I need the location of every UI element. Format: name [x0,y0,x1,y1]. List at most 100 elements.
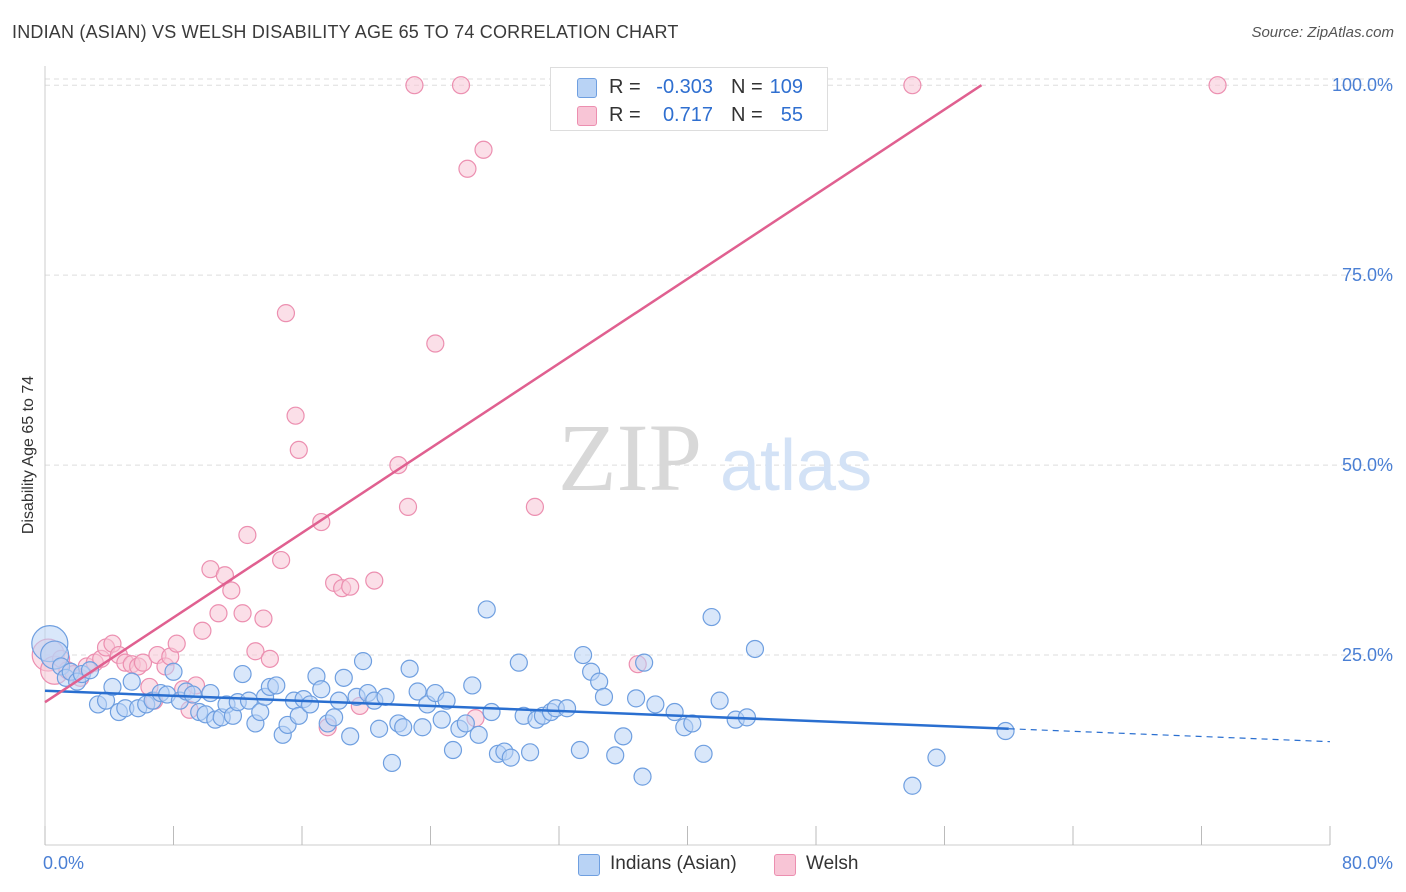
indians-asian-point [400,659,419,678]
indians-asian-point [183,685,202,704]
welsh-point [289,440,308,460]
indians-asian-point [646,695,665,714]
indians-asian-point [590,672,609,691]
welsh-point [215,566,234,585]
r-label: R = [609,104,641,126]
welsh-point [209,604,228,623]
series-legend: Indians (Asian) Welsh [0,852,1406,878]
y-tick-label: 100.0% [1332,75,1393,95]
indians-asian-point [903,776,922,795]
indians-asian-point [413,718,432,737]
indians-asian-point [353,652,373,671]
indians-asian-point [201,683,220,703]
welsh-point [426,334,445,353]
indians-asian-point [996,721,1015,741]
indians-asian-point [443,740,463,760]
blue-swatch [577,78,597,98]
indians-asian-point [594,687,614,706]
indians-asian-point [382,753,402,773]
indians-asian-trend-line [44,689,1009,730]
chart-title: INDIAN (ASIAN) VS WELSH DISABILITY AGE 6… [12,22,679,42]
welsh-point [222,581,241,600]
y-axis-label: Disability Age 65 to 74 [20,376,37,534]
indians-asian-point [927,748,946,767]
indians-asian-point [251,702,270,722]
indians-asian-point [626,689,646,708]
welsh-point [525,497,545,516]
legend-label: Welsh [806,853,859,874]
indians-asian-point [469,725,488,744]
y-tick-label: 25.0% [1342,645,1393,665]
indians-asian-point [463,676,482,695]
indians-asian-point [432,710,451,729]
indians-asian-point [233,664,252,684]
indians-asian-point [573,645,593,665]
watermark-atlas: atlas [720,426,872,506]
welsh-point [365,571,384,590]
indians-asian-point [370,719,389,738]
welsh-point [458,159,477,178]
indians-asian-point [633,767,652,786]
n-value: 55 [780,104,803,126]
indians-asian-trend-extension [1008,728,1331,743]
stats-legend: R = -0.303 N = 109 R = 0.717 N = 55 [550,67,828,131]
indians-asian-point [437,691,456,710]
indians-asian-point [635,653,654,672]
indians-asian-point [501,748,520,767]
tick-labels: 25.0% 50.0% 75.0% 100.0% 0.0% 80.0% [43,75,1393,873]
welsh-point [254,609,273,628]
welsh-point [341,577,360,596]
welsh-point [193,621,212,640]
indians-asian-point [570,740,589,760]
y-tick-label: 50.0% [1342,455,1393,475]
trend-lines [44,84,1331,743]
watermark: ZIP atlas [558,404,872,511]
indians-asian-point [694,744,713,763]
axes [44,66,1331,846]
r-label: R = [609,76,641,98]
x-tick-label-min: 0.0% [43,853,84,873]
source-label: Source: ZipAtlas.com [1251,24,1394,41]
indians-asian-point [289,706,308,725]
r-value: -0.303 [656,76,713,98]
welsh-point [451,76,471,95]
welsh-point [272,550,291,570]
indians-asian-point [606,746,625,765]
welsh-point [1208,76,1227,95]
indians-asian-point [509,653,528,672]
welsh-trend-line [44,84,983,704]
indians-asian-point [164,662,183,681]
welsh-point [474,140,493,159]
blue-swatch [578,854,600,876]
x-tick-label-max: 80.0% [1342,853,1393,873]
pink-swatch [577,106,597,126]
indians-asian-point [710,691,729,710]
indians-asian-point [456,714,475,733]
indians-asian-point [122,672,141,691]
welsh-point [238,525,257,545]
indians-asian-point [103,677,122,697]
indians-asian-point [329,691,349,710]
welsh-point [286,406,305,425]
welsh-point [133,653,153,672]
indians-asian-points [31,600,1015,795]
welsh-point [398,497,418,516]
indians-asian-point [557,699,577,718]
indians-asian-point [702,607,721,627]
welsh-point [276,304,296,323]
indians-asian-point [300,695,320,714]
indians-asian-point [267,676,286,695]
welsh-point [405,76,424,95]
pink-swatch [774,854,796,876]
indians-asian-point [665,702,684,722]
n-label: N = [731,76,763,98]
indians-asian-point [341,727,360,746]
indians-asian-point [520,743,540,762]
legend-row-indians: R = -0.303 N = 109 [551,72,827,100]
r-value: 0.717 [662,104,713,126]
indians-asian-point [408,682,427,701]
welsh-point [260,649,279,668]
indians-asian-point [394,718,413,737]
indians-asian-point [614,727,633,746]
